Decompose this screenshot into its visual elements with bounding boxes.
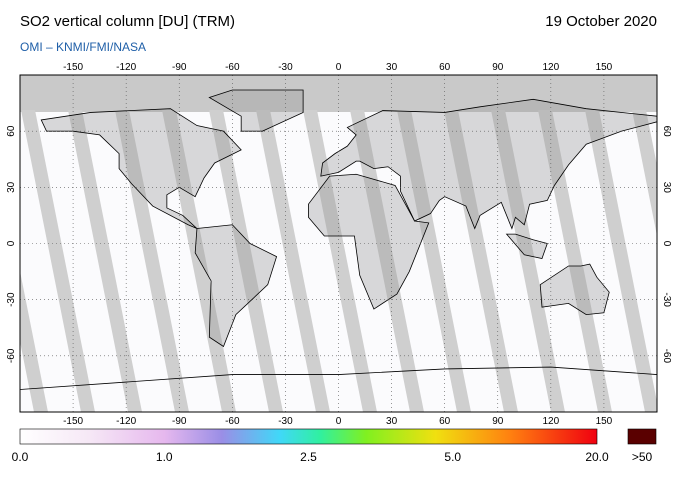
lon-label-top: -30: [278, 62, 293, 73]
coastline: [194, 224, 278, 348]
colorbar-label: 2.5: [300, 450, 317, 464]
lat-label-right: -30: [661, 292, 672, 307]
source: OMI – KNMI/FMI/NASA: [20, 40, 146, 54]
swath-gap: [585, 110, 657, 412]
swath-gap: [491, 110, 565, 412]
lon-label-bottom: -150: [63, 416, 83, 427]
lon-label-top: 120: [542, 62, 559, 73]
lon-label-top: 90: [492, 62, 504, 73]
lat-label-left: -30: [6, 292, 17, 307]
lon-label-bottom: 90: [492, 416, 504, 427]
lat-label-left: -60: [6, 348, 17, 363]
lon-label-top: -150: [63, 62, 83, 73]
swath-gap: [256, 110, 330, 412]
colorbar-label: 0.0: [12, 450, 29, 464]
colorbar-over: [627, 428, 657, 445]
swath-gap: [209, 110, 283, 412]
swath-gap: [20, 271, 48, 412]
lon-label-top: 60: [439, 62, 451, 73]
coastline: [320, 98, 657, 230]
swath-gaps: [0, 110, 657, 412]
lat-label-left: 60: [6, 125, 17, 137]
swath-gap: [444, 110, 518, 412]
colorbar: [19, 428, 598, 445]
lon-label-bottom: -120: [116, 416, 136, 427]
lon-label-bottom: 120: [542, 416, 559, 427]
lon-label-bottom: 60: [439, 416, 451, 427]
swath-gap: [632, 110, 657, 236]
lon-label-top: -90: [172, 62, 187, 73]
lon-label-bottom: -30: [278, 416, 293, 427]
colorbar-over-label: >50: [632, 450, 653, 464]
map-ticks: -150 -150 -120 -120 -90 -90 -60 -60 -30 -30 0 0 30 30…: [6, 62, 672, 427]
lon-label-top: 30: [386, 62, 398, 73]
lon-label-bottom: 150: [596, 416, 613, 427]
swath-gap: [162, 110, 236, 412]
coastline: [539, 263, 610, 316]
map: [0, 75, 657, 412]
swath-gap: [303, 110, 377, 412]
swath-gap: [397, 110, 471, 412]
lon-label-bottom: 0: [336, 416, 342, 427]
lat-label-right: 60: [661, 126, 672, 138]
coastline: [208, 89, 304, 132]
lon-label-bottom: -90: [172, 416, 187, 427]
lat-label-right: 0: [661, 241, 672, 247]
date: 19 October 2020: [545, 13, 657, 30]
coastline: [40, 108, 242, 229]
swath-gap: [538, 110, 612, 412]
coastline: [505, 233, 548, 259]
lat-label-left: 0: [6, 240, 17, 246]
lon-label-top: -120: [116, 62, 136, 73]
swath-gap: [350, 110, 424, 412]
swath-gap: [0, 110, 1, 412]
lon-label-bottom: 30: [386, 416, 398, 427]
lat-label-left: 30: [6, 181, 17, 193]
map-frame: [19, 74, 658, 413]
lat-label-right: 30: [661, 182, 672, 194]
graticule: [20, 75, 657, 412]
lon-label-top: -60: [225, 62, 240, 73]
title: SO2 vertical column [DU] (TRM): [20, 13, 235, 30]
lon-label-top: 150: [596, 62, 613, 73]
colorbar-label: 5.0: [444, 450, 461, 464]
swath-gap: [68, 110, 142, 412]
swath-gap: [21, 110, 95, 412]
colorbar-labels: 0.0 1.0 2.5 5.0 20.0: [12, 450, 609, 464]
lat-label-right: -60: [661, 349, 672, 364]
colorbar-label: 20.0: [585, 450, 609, 464]
colorbar-label: 1.0: [156, 450, 173, 464]
lon-label-bottom: -60: [225, 416, 240, 427]
lon-label-top: 0: [336, 62, 342, 73]
